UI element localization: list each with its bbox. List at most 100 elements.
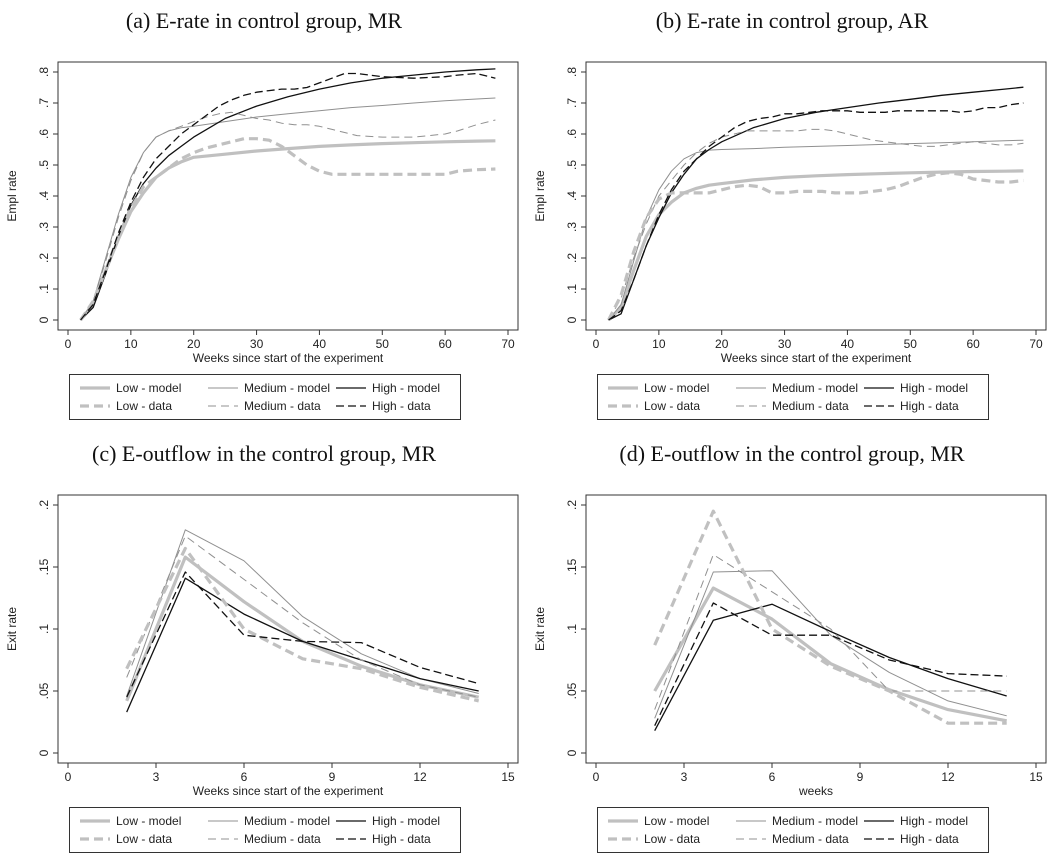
legend-svg: Low - model Medium - model High - model Low…	[80, 381, 440, 413]
chart-legend: Low - model Medium - model High - model Low…	[69, 807, 461, 853]
series-line-low-model	[79, 139, 496, 322]
series-line-low-data	[79, 137, 496, 321]
x-tick-label: 50	[904, 337, 918, 351]
plot-frame	[57, 494, 519, 764]
x-tick-label: 20	[187, 337, 201, 351]
y-tick-label: .8	[565, 67, 579, 77]
series-line-medium-data	[608, 128, 1024, 321]
x-tick-label: 70	[1029, 337, 1043, 351]
chart-panel-c: (c) E-outflow in the control group, MR 0…	[0, 433, 528, 866]
chart-title: (a) E-rate in control group, MR	[125, 8, 403, 33]
y-tick-label: .3	[565, 222, 579, 232]
x-tick-label: 50	[376, 337, 390, 351]
series-line-low-data	[125, 546, 480, 703]
y-tick-label: .1	[565, 624, 579, 634]
y-tick-label: .1	[37, 624, 51, 634]
x-tick-label: 70	[501, 337, 515, 351]
y-tick-label: .7	[37, 98, 51, 108]
legend-label: High - model	[900, 814, 968, 828]
legend-label: Medium - data	[772, 399, 849, 413]
y-tick-label: .1	[37, 284, 51, 294]
y-tick-label: .2	[565, 500, 579, 510]
chart-panel-d: (d) E-outflow in the control group, MR 0…	[528, 433, 1056, 866]
x-tick-label: 10	[652, 337, 666, 351]
x-tick-label: 40	[313, 337, 327, 351]
series-line-low-data	[653, 509, 1007, 725]
y-tick-label: .3	[37, 222, 51, 232]
y-tick-label: .6	[565, 129, 579, 139]
x-tick-label: 60	[966, 337, 980, 351]
y-tick-label: .15	[37, 558, 51, 575]
series-line-high-model	[80, 68, 496, 321]
series-line-high-data	[608, 102, 1024, 321]
series-line-medium-data	[654, 554, 1007, 710]
chart-svg: 0 3 6 9 12 15 0 .05 .1 .15 .2 Weeks since start of …	[5, 494, 519, 798]
chart-title: (b) E-rate in control group, AR	[655, 8, 929, 33]
x-tick-label: 0	[593, 770, 600, 784]
x-tick-label: 6	[769, 770, 776, 784]
y-tick-label: .2	[37, 253, 51, 263]
y-tick-label: .8	[37, 67, 51, 77]
y-tick-label: .4	[565, 191, 579, 201]
y-tick-label: .2	[565, 253, 579, 263]
legend-label: High - data	[900, 399, 959, 413]
series-line-low-model	[607, 169, 1024, 322]
x-tick-label: 0	[65, 770, 72, 784]
x-tick-label: 0	[593, 337, 600, 351]
chart-svg: 0 3 6 9 12 15 0 .05 .1 .15 .2 weeks Exit rate	[533, 494, 1047, 798]
y-tick-label: 0	[565, 316, 579, 323]
x-tick-label: 6	[241, 770, 248, 784]
legend-label: Low - data	[644, 832, 700, 846]
x-axis-label: weeks	[798, 784, 833, 798]
legend-svg: Low - model Medium - model High - model Low…	[608, 814, 968, 846]
legend-label: Low - data	[116, 399, 172, 413]
y-axis-label: Exit rate	[5, 607, 19, 651]
series-line-high-data	[126, 571, 479, 698]
legend-label: Low - model	[116, 381, 181, 395]
y-tick-label: .1	[565, 284, 579, 294]
x-tick-label: 30	[778, 337, 792, 351]
x-tick-label: 9	[857, 770, 864, 784]
y-axis-label: Empl rate	[533, 170, 547, 222]
y-tick-label: 0	[565, 749, 579, 756]
legend-svg: Low - model Medium - model High - model Low…	[608, 381, 968, 413]
series-line-medium-model	[654, 570, 1007, 719]
y-tick-label: .6	[37, 129, 51, 139]
y-tick-label: 0	[37, 316, 51, 323]
legend-label: Medium - data	[244, 399, 321, 413]
y-tick-label: .5	[37, 160, 51, 170]
y-tick-label: .7	[565, 98, 579, 108]
x-tick-label: 15	[1029, 770, 1043, 784]
x-tick-label: 0	[65, 337, 72, 351]
x-axis-label: Weeks since start of the experiment	[721, 351, 912, 365]
legend-label: Medium - model	[772, 814, 858, 828]
series-line-medium-data	[126, 535, 479, 698]
y-tick-label: .05	[37, 682, 51, 699]
legend-label: High - model	[372, 814, 440, 828]
x-tick-label: 9	[329, 770, 336, 784]
x-tick-label: 60	[438, 337, 452, 351]
legend-label: Medium - data	[772, 832, 849, 846]
legend-label: Low - model	[116, 814, 181, 828]
x-tick-label: 3	[681, 770, 688, 784]
chart-legend: Low - model Medium - model High - model Low…	[69, 374, 461, 420]
series-line-medium-model	[80, 97, 496, 321]
y-axis-label: Exit rate	[533, 607, 547, 651]
y-tick-label: .05	[565, 682, 579, 699]
legend-label: Low - model	[644, 381, 709, 395]
x-tick-label: 40	[841, 337, 855, 351]
chart-svg: 0 10 20 30 40 50 60 70 0 .1 .2 .3 .4 .5 .6 .7 .8 Weeks si…	[533, 61, 1047, 365]
y-tick-label: .4	[37, 191, 51, 201]
y-axis-label: Empl rate	[5, 170, 19, 222]
legend-label: High - model	[900, 381, 968, 395]
series-line-high-model	[126, 577, 479, 713]
chart-svg: 0 10 20 30 40 50 60 70 0 .1 .2 .3 .4 .5 .6 .7 .8 Weeks si…	[5, 61, 519, 365]
legend-label: Low - model	[644, 814, 709, 828]
y-tick-label: .15	[565, 558, 579, 575]
legend-svg: Low - model Medium - model High - model Low…	[80, 814, 440, 846]
x-tick-label: 20	[715, 337, 729, 351]
y-tick-label: 0	[37, 749, 51, 756]
x-tick-label: 15	[501, 770, 515, 784]
x-tick-label: 30	[250, 337, 264, 351]
x-tick-label: 12	[941, 770, 955, 784]
